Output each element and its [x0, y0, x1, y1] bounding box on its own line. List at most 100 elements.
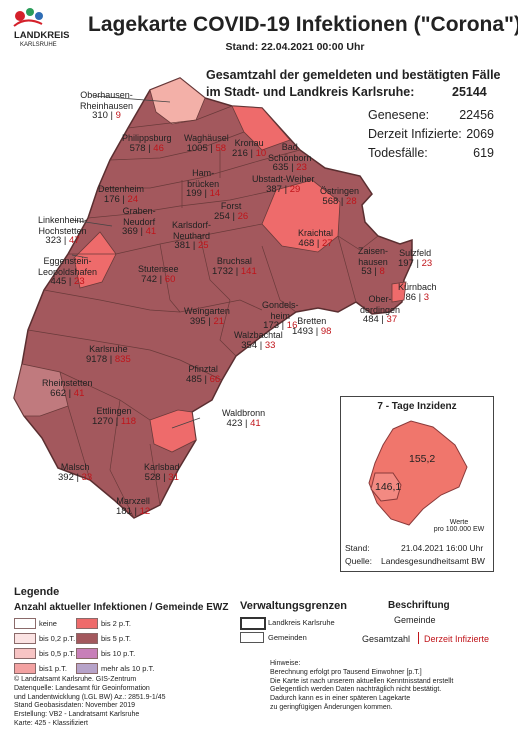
value-separator: |	[107, 353, 115, 365]
municipality-total: 568	[322, 195, 339, 207]
municipality-name: Marxzell	[116, 496, 150, 506]
municipality-active: 41	[145, 226, 157, 237]
municipality-values: 199 | 14	[186, 188, 220, 200]
municipality-total: 323	[45, 235, 62, 246]
municipality-total: 310	[92, 110, 108, 121]
municipality-name: Karlsdorf-	[172, 220, 212, 230]
recovered-value: 22456	[459, 108, 494, 122]
municipality-values: 578 | 46	[122, 142, 172, 155]
municipality-name: Hochstetten	[38, 225, 87, 236]
municipality-name: Östringen	[320, 186, 360, 196]
municipality-label: Pfinztal 485 | 66	[186, 364, 220, 385]
value-separator: |	[247, 147, 256, 159]
municipality-name: Gondels-	[262, 300, 299, 310]
municipality-label: Sulzfeld 197 | 23	[398, 248, 432, 269]
municipality-name: Karlsbad	[144, 462, 180, 472]
value-separator: |	[207, 142, 216, 154]
municipality-total: 53	[361, 266, 372, 277]
municipality-label: Walzbachtal 354 | 33	[234, 330, 283, 351]
municipality-values: 86 | 3	[398, 291, 437, 304]
footer-left-line: © Landratsamt Karlsruhe. GIS-Zentrum	[14, 676, 137, 683]
municipality-total: 392	[58, 471, 74, 483]
municipality-label: Karlsruhe 9178 | 835	[86, 344, 131, 365]
municipality-label: Kraichtal 468 | 27	[298, 228, 333, 249]
municipality-values: 484 | 37	[360, 314, 400, 326]
municipality-total: 9178	[86, 353, 108, 365]
value-separator: |	[229, 210, 238, 222]
municipality-name: Linkenheim-	[38, 215, 88, 225]
footer-left: © Landratsamt Karlsruhe. GIS-Zentrum Dat…	[14, 676, 166, 729]
municipality-name: Walzbachtal	[234, 330, 283, 340]
region-waldbronn	[149, 409, 197, 453]
value-separator: |	[145, 142, 154, 154]
municipality-name: Neudorf	[123, 216, 156, 227]
municipality-label: Malsch 392 | 33	[58, 462, 92, 483]
municipality-active: 33	[81, 471, 93, 483]
footer-right-line: Gelegentlich werden Daten nachträglich n…	[270, 686, 442, 694]
municipality-total: 173	[263, 320, 280, 331]
municipality-name: Rheinstetten	[42, 378, 93, 388]
municipality-values: 387 | 29	[252, 183, 314, 196]
admin-item-gemeinde: Gemeinden	[268, 633, 307, 642]
legend-class-label: bis 0,2 p.T.	[39, 634, 76, 643]
municipality-label: Marxzell 181 | 12	[116, 496, 150, 517]
legend-swatch	[14, 663, 36, 674]
municipality-total: 86	[405, 291, 417, 303]
municipality-name: Oberhausen-	[80, 90, 133, 100]
municipality-label: Zaisen-hausen 53 | 8	[358, 246, 388, 278]
municipality-label: Östringen 568 | 28	[320, 186, 359, 207]
logo-text: LANDKREIS	[14, 30, 69, 41]
municipality-name: Philippsburg	[122, 133, 172, 143]
legend-class-label: bis 10 p.T.	[101, 649, 136, 658]
municipality-values: 1005 | 58	[184, 142, 229, 155]
label-separator	[418, 632, 419, 644]
municipality-total: 381	[174, 240, 191, 251]
active-label: Derzeit Infizierte:	[368, 127, 462, 141]
municipality-total: 176	[103, 193, 120, 205]
municipality-active: 41	[250, 417, 261, 429]
footer-left-line: Erstellung: VB2 - Landratsamt Karlsruhe	[14, 711, 140, 719]
municipality-name: Zaisen-	[358, 246, 389, 256]
value-separator: |	[61, 235, 70, 246]
municipality-name: Bretten	[297, 316, 327, 326]
logo-mark-icon: LANDKREIS KARLSRUHE	[13, 8, 69, 48]
legend-swatch	[76, 663, 98, 674]
municipality-values: 662 | 41	[42, 387, 93, 400]
municipality-label: Graben- Neudorf 369 | 41	[122, 206, 156, 238]
municipality-name: Bad	[281, 142, 298, 152]
label-title: Beschriftung	[388, 600, 450, 611]
municipality-values: 468 | 27	[298, 238, 333, 250]
municipality-label: Ober-derdingen 484 | 37	[360, 294, 400, 326]
municipality-active: 835	[114, 353, 131, 365]
value-separator: |	[119, 193, 128, 205]
recovered-label: Genesene:	[368, 108, 430, 122]
municipality-active: 41	[73, 387, 85, 399]
municipality-label: Kürnbach 86 | 3	[398, 282, 437, 303]
value-separator: |	[338, 195, 347, 207]
municipality-values: 173 | 16	[262, 320, 299, 332]
value-separator: |	[131, 505, 140, 517]
municipality-active: 8	[379, 266, 385, 277]
municipality-name: heim	[270, 310, 291, 321]
municipality-active: 28	[346, 195, 357, 207]
label-gemeinde: Gemeinde	[394, 615, 436, 625]
municipality-label: Oberhausen- Rheinhausen 310 | 9	[80, 90, 133, 122]
footer-right-line: Die Karte ist nach unserem aktuellen Ken…	[270, 677, 454, 685]
municipality-name: hausen	[358, 256, 388, 267]
value-separator: |	[313, 325, 321, 337]
deaths-label: Todesfälle:	[368, 146, 428, 160]
legend-class-label: bis1 p.T.	[39, 664, 67, 673]
legend-swatch	[76, 618, 98, 629]
value-separator: |	[281, 183, 290, 195]
inset-landkreis-value: 155,2	[409, 453, 436, 465]
municipality-label: Ham-brücken 199 | 14	[186, 168, 220, 200]
region-eggenstein	[73, 231, 117, 289]
label-gesamt: Gesamtzahl	[362, 634, 411, 644]
value-separator: |	[190, 240, 199, 251]
municipality-total: 199	[186, 188, 202, 199]
municipality-values: 528 | 31	[144, 472, 180, 484]
municipality-values: 568 | 28	[320, 195, 359, 208]
summary-heading-2: im Stadt- und Landkreis Karlsruhe:	[206, 85, 415, 99]
municipality-total: 181	[116, 505, 132, 517]
municipality-label: Waldbronn 423 | 41	[222, 408, 265, 429]
